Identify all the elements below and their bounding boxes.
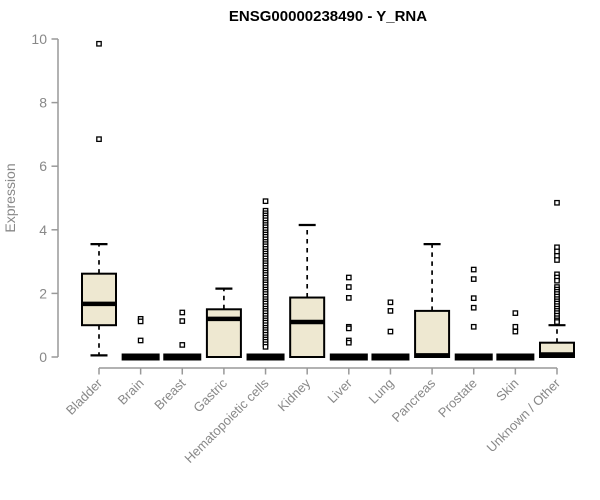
y-axis-label: Expression (2, 163, 18, 232)
y-tick-label: 8 (39, 95, 47, 111)
y-tick-label: 6 (39, 158, 47, 174)
outlier-point (262, 343, 269, 350)
y-tick-label: 2 (39, 285, 47, 301)
outlier-point (512, 310, 519, 316)
outlier-point (137, 318, 144, 325)
box-prostate (454, 266, 493, 361)
outlier-point (512, 328, 519, 335)
outlier-point (554, 199, 560, 206)
box-body (81, 272, 117, 327)
box-bladder (81, 40, 117, 357)
collapsed-box-bar (496, 353, 535, 361)
outlier-point (345, 339, 352, 346)
x-tick-label: Pancreas (389, 375, 439, 425)
outlier-point (554, 277, 560, 284)
outlier-point (96, 136, 102, 143)
x-tick-label: Skin (493, 376, 521, 404)
box-brain (121, 315, 160, 361)
box-skin (496, 310, 535, 361)
box-body (414, 309, 451, 359)
y-tick-label: 10 (31, 31, 47, 47)
outlier-point (387, 308, 394, 314)
box-unknown-other (538, 199, 575, 359)
outlier-point (179, 309, 186, 316)
outlier-point (470, 276, 477, 282)
outlier-point (262, 198, 269, 205)
box-gastric (205, 287, 242, 358)
box-body (205, 308, 242, 358)
x-tick-label: Liver (324, 375, 355, 406)
x-tick-label: Prostate (435, 376, 480, 421)
outlier-point (387, 299, 394, 306)
box-lung (371, 299, 410, 361)
outlier-point (345, 284, 352, 290)
outlier-point (470, 323, 477, 330)
x-tick-label: Brain (115, 376, 147, 408)
outlier-point (179, 318, 186, 324)
collapsed-box-bar (121, 353, 160, 361)
outlier-point (345, 325, 352, 332)
x-tick-label: Kidney (275, 375, 314, 414)
outlier-point (179, 342, 186, 348)
outlier-point (345, 295, 352, 301)
outlier-point (470, 295, 477, 302)
outlier-point (96, 40, 102, 47)
box-liver (329, 274, 368, 361)
collapsed-box-bar (371, 353, 410, 361)
outlier-point (554, 319, 560, 325)
outlier-point (470, 304, 477, 311)
collapsed-box-bar (246, 353, 285, 361)
y-tick-label: 4 (39, 222, 47, 238)
outlier-point (137, 337, 144, 344)
outlier-point (345, 274, 352, 281)
box-breast (163, 309, 202, 361)
collapsed-box-bar (163, 353, 202, 361)
x-tick-label: Unknown / Other (484, 375, 564, 455)
box-kidney (289, 223, 326, 358)
outlier-point (554, 248, 560, 255)
y-tick-label: 0 (39, 349, 47, 365)
x-tick-label: Bladder (63, 375, 106, 418)
box-pancreas (414, 243, 451, 359)
x-tick-label: Gastric (190, 375, 230, 415)
y-axis: 0 2 4 6 8 10 Expression (2, 31, 59, 365)
box-hematopoietic-cells (246, 198, 285, 361)
x-tick-label: Lung (366, 376, 397, 407)
collapsed-box-bar (329, 353, 368, 361)
outlier-point (512, 323, 519, 330)
chart-title: ENSG00000238490 - Y_RNA (229, 8, 427, 25)
x-tick-label: Breast (151, 375, 188, 412)
outlier-point (554, 257, 560, 263)
outlier-point (387, 328, 394, 335)
collapsed-box-bar (454, 353, 493, 361)
outlier-point (470, 266, 477, 273)
box-body (289, 296, 326, 358)
